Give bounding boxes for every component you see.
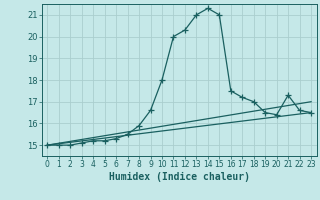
X-axis label: Humidex (Indice chaleur): Humidex (Indice chaleur) bbox=[109, 172, 250, 182]
